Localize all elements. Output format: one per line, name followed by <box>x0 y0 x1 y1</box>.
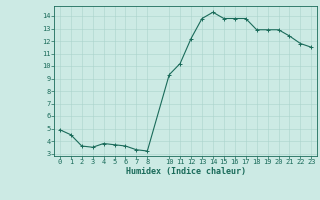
X-axis label: Humidex (Indice chaleur): Humidex (Indice chaleur) <box>125 167 246 176</box>
